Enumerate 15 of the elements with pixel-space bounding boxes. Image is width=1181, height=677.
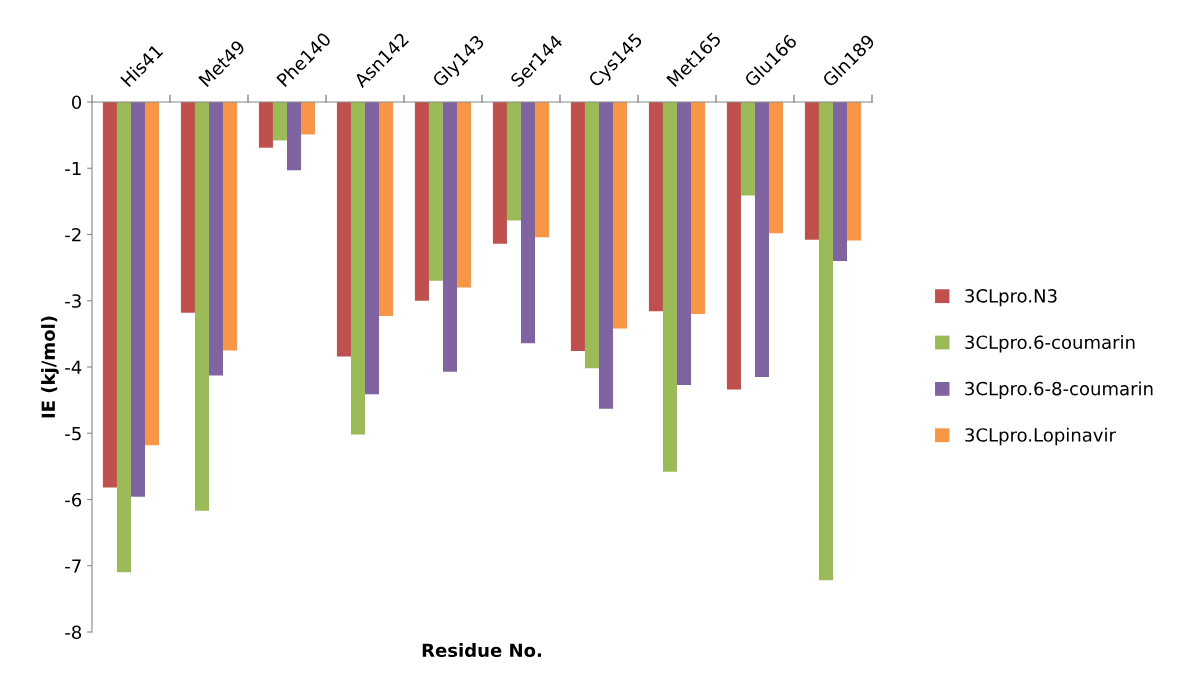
y-tick-label: -2 bbox=[65, 227, 81, 242]
y-tick-label: -5 bbox=[65, 426, 81, 441]
y-axis-title: IE (kj/mol) bbox=[41, 316, 59, 418]
legend-label: 3CLpro.6-8-coumarin bbox=[965, 381, 1153, 399]
legend-label: 3CLpro.Lopinavir bbox=[965, 427, 1116, 446]
y-tick-label: -7 bbox=[65, 559, 81, 573]
y-tick-label: 0 bbox=[71, 95, 82, 110]
y-tick-label: -1 bbox=[65, 161, 81, 176]
y-tick-label: -8 bbox=[65, 625, 82, 640]
x-axis-title: Residue No. bbox=[422, 643, 542, 658]
legend-label: 3CLpro.N3 bbox=[965, 289, 1057, 307]
y-tick-label: -4 bbox=[65, 360, 82, 374]
y-tick-label: -3 bbox=[65, 294, 81, 308]
legend-label: 3CLpro.6-coumarin bbox=[965, 335, 1135, 353]
y-tick-label: -6 bbox=[65, 492, 82, 507]
